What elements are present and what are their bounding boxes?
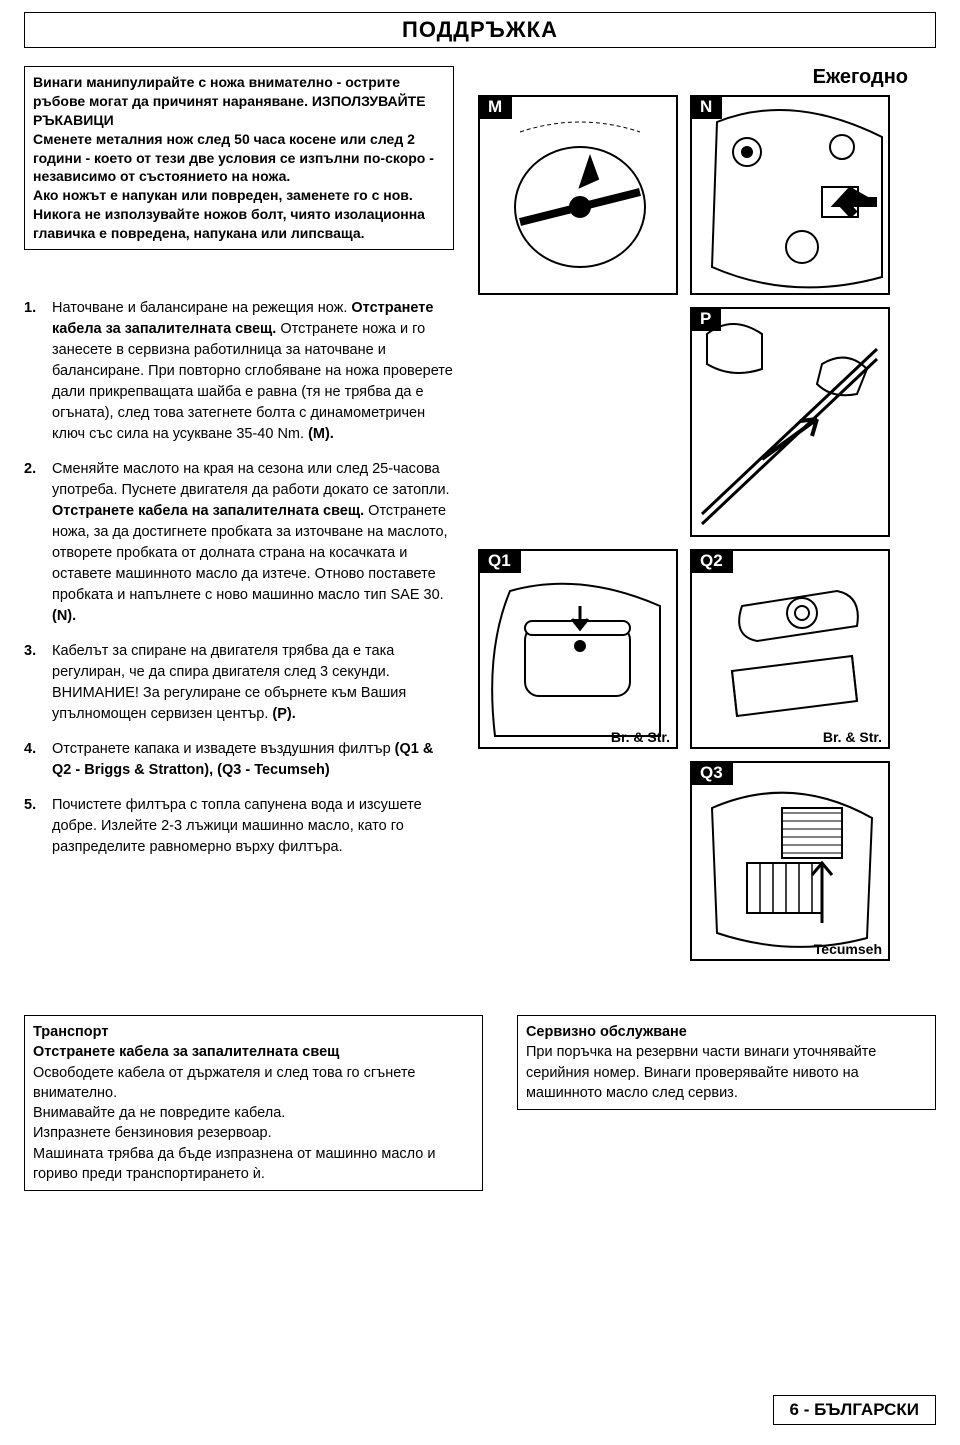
step-text-part: (M).: [308, 426, 334, 442]
step-text-part: Наточване и балансиране на режещия нож.: [52, 300, 351, 316]
step-item: 1.Наточване и балансиране на режещия нож…: [24, 298, 454, 445]
step-number: 3.: [24, 641, 52, 725]
step-text-part: Кабелът за спиране на двигателя трябва д…: [52, 643, 406, 722]
step-text-part: Сменяйте маслото на края на сезона или с…: [52, 461, 450, 498]
figure-m: M: [478, 95, 678, 295]
step-text: Отстранете капака и извадете въздушния ф…: [52, 739, 454, 781]
figure-caption: Tecumseh: [814, 941, 882, 957]
figure-label: P: [690, 307, 721, 331]
service-box: Сервизно обслужванеПри поръчка на резерв…: [517, 1015, 936, 1110]
service-body: При поръчка на резервни части винаги уто…: [526, 1042, 927, 1103]
figure-label: Q3: [690, 761, 733, 785]
step-item: 2.Сменяйте маслото на края на сезона или…: [24, 459, 454, 627]
step-number: 5.: [24, 795, 52, 858]
figures-container: M N P Q1 Br. & Str. Q2 Br. & Str. Q3 Tecumseh: [478, 95, 908, 961]
figure-label: N: [690, 95, 722, 119]
step-item: 3.Кабелът за спиране на двигателя трябва…: [24, 641, 454, 725]
figure-spacer: [478, 307, 678, 308]
transport-subtitle: Отстранете кабела за запалителната свещ: [33, 1042, 474, 1062]
step-text-part: Почистете филтъра с топла сапунена вода …: [52, 797, 422, 855]
warning-line: Никога не използувайте ножов болт, чиято…: [33, 205, 445, 243]
content-area: Винаги манипулирайте с ножа внимателно -…: [24, 66, 936, 961]
steps-list: 1.Наточване и балансиране на режещия нож…: [24, 298, 454, 858]
figure-q1: Q1 Br. & Str.: [478, 549, 678, 749]
transport-line: Изпразнете бензиновия резервоар.: [33, 1123, 474, 1143]
step-text-part: Отстранете ножа и го занесете в сервизна…: [52, 321, 453, 442]
figure-n: N: [690, 95, 890, 295]
transport-line: Внимавайте да не повредите кабела.: [33, 1103, 474, 1123]
left-column: Винаги манипулирайте с ножа внимателно -…: [24, 66, 454, 961]
figure-spacer: [478, 761, 678, 762]
warning-line: Ако ножът е напукан или повреден, замене…: [33, 186, 445, 205]
figure-label: M: [478, 95, 512, 119]
warning-box: Винаги манипулирайте с ножа внимателно -…: [24, 66, 454, 250]
transport-box: ТранспортОтстранете кабела за запалителн…: [24, 1015, 483, 1191]
figure-p: P: [690, 307, 890, 537]
step-item: 4.Отстранете капака и извадете въздушния…: [24, 739, 454, 781]
step-number: 4.: [24, 739, 52, 781]
figure-label: Q1: [478, 549, 521, 573]
figure-caption: Br. & Str.: [823, 729, 882, 745]
step-number: 2.: [24, 459, 52, 627]
figure-caption: Br. & Str.: [611, 729, 670, 745]
step-item: 5.Почистете филтъра с топла сапунена вод…: [24, 795, 454, 858]
page-footer: 6 - БЪЛГАРСКИ: [773, 1395, 936, 1425]
step-number: 1.: [24, 298, 52, 445]
step-text-part: (N).: [52, 608, 76, 624]
transport-line: Машината трябва да бъде изпразнена от ма…: [33, 1144, 474, 1185]
right-column: Ежегодно M N P Q1 Br. & Str. Q2 Br. & Str. Q3 Te…: [478, 66, 908, 961]
figure-q2: Q2 Br. & Str.: [690, 549, 890, 749]
page-title: ПОДДРЪЖКА: [24, 12, 936, 48]
figure-q3: Q3 Tecumseh: [690, 761, 890, 961]
bottom-row: ТранспортОтстранете кабела за запалителн…: [24, 967, 936, 1191]
figure-label: Q2: [690, 549, 733, 573]
transport-line: Освободете кабела от държателя и след то…: [33, 1063, 474, 1104]
step-text-part: Отстранете капака и извадете въздушния ф…: [52, 741, 395, 757]
step-text-part: (P).: [272, 706, 295, 722]
step-text: Почистете филтъра с топла сапунена вода …: [52, 795, 454, 858]
step-text: Сменяйте маслото на края на сезона или с…: [52, 459, 454, 627]
annual-heading: Ежегодно: [478, 66, 908, 89]
step-text: Кабелът за спиране на двигателя трябва д…: [52, 641, 454, 725]
step-text-part: Отстранете кабела на запалителната свещ.: [52, 503, 368, 519]
step-text: Наточване и балансиране на режещия нож. …: [52, 298, 454, 445]
service-title: Сервизно обслужване: [526, 1022, 927, 1042]
transport-title: Транспорт: [33, 1022, 474, 1042]
warning-line: Винаги манипулирайте с ножа внимателно -…: [33, 73, 445, 130]
warning-line: Сменете металния нож след 50 часа косене…: [33, 130, 445, 187]
